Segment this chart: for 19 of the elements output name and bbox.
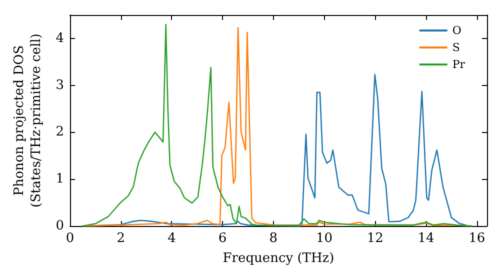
x-tick-label: 2 (116, 231, 125, 246)
y-tick-label: 3 (56, 78, 64, 93)
x-axis-title: Frequency (THz) (222, 251, 334, 266)
x-tick-label: 10 (316, 231, 333, 246)
y-tick-label: 0 (56, 218, 64, 234)
x-tick-label: 6 (218, 231, 227, 246)
y-tick-label: 2 (56, 124, 64, 140)
legend-label: S (452, 41, 460, 54)
y-tick-label: 1 (56, 172, 64, 187)
x-tick-label: 0 (66, 231, 74, 246)
y-axis-title: Phonon projected DOS (States/THz·primitive cell) (12, 33, 44, 208)
x-tick-label: 12 (366, 231, 384, 246)
x-tick-label: 8 (269, 231, 278, 246)
legend-label: Pr (452, 58, 466, 71)
y-tick-label: 4 (56, 30, 64, 46)
x-tick-label: 16 (468, 231, 486, 246)
legend-label: O (452, 24, 462, 37)
x-tick-label: 14 (418, 231, 434, 246)
x-tick-label: 4 (168, 231, 176, 246)
